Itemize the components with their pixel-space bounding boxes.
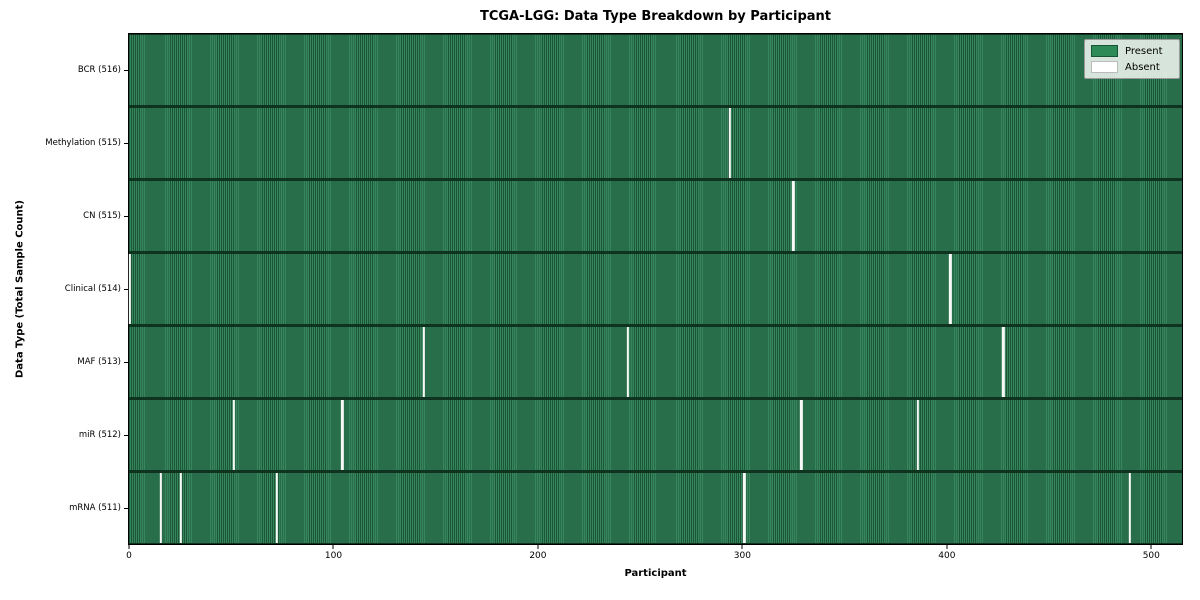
x-tick-mark xyxy=(128,545,130,549)
x-tick-label: 400 xyxy=(938,551,956,561)
chart-title: TCGA-LGG: Data Type Breakdown by Partici… xyxy=(479,9,832,24)
present-swatch-icon xyxy=(1091,45,1118,57)
y-tick-label-miR: miR (512) xyxy=(78,430,121,441)
x-tick-label: 0 xyxy=(126,551,132,561)
x-tick-label: 100 xyxy=(324,551,343,561)
x-tick-label: 300 xyxy=(733,551,751,561)
heatmap-row-Methylation xyxy=(129,106,1182,179)
absent-marker xyxy=(1002,327,1005,397)
legend-label-absent: Absent xyxy=(1125,61,1160,73)
absent-marker xyxy=(179,473,183,543)
y-tick-mark xyxy=(124,362,128,364)
absent-marker xyxy=(800,400,803,470)
heatmap-row-MAF xyxy=(129,325,1182,398)
x-tick-mark xyxy=(332,545,334,549)
absent-marker xyxy=(949,254,952,324)
heatmap-row-BCR xyxy=(129,34,1182,106)
heatmap-row-mRNA xyxy=(129,471,1182,544)
y-tick-label-CN: CN (515) xyxy=(83,210,121,221)
absent-marker xyxy=(743,473,746,543)
x-tick-mark xyxy=(537,545,539,549)
y-tick-mark xyxy=(124,69,128,71)
plot-area xyxy=(128,33,1183,545)
x-tick-label: 200 xyxy=(529,551,547,561)
y-tick-mark xyxy=(124,142,128,144)
y-tick-mark xyxy=(124,508,128,510)
absent-marker xyxy=(1128,473,1132,543)
heatmap-row-Clinical xyxy=(128,252,1182,325)
legend: Present Absent xyxy=(1084,39,1180,79)
x-tick-mark xyxy=(1150,545,1152,549)
absent-marker xyxy=(159,473,162,543)
y-tick-mark xyxy=(124,215,128,217)
x-tick-label: 500 xyxy=(1142,551,1160,561)
x-axis-label: Participant xyxy=(624,568,687,579)
absent-marker xyxy=(626,327,630,397)
legend-entry-present: Present xyxy=(1091,45,1172,57)
y-tick-label-BCR: BCR (516) xyxy=(77,64,121,75)
legend-label-present: Present xyxy=(1125,45,1163,57)
absent-marker xyxy=(728,108,732,178)
y-tick-label-MAF: MAF (513) xyxy=(77,357,121,368)
y-tick-mark xyxy=(124,289,128,290)
y-tick-label-mRNA: mRNA (511) xyxy=(69,503,121,514)
absent-swatch-icon xyxy=(1091,61,1118,73)
y-tick-label-Clinical: Clinical (514) xyxy=(64,284,121,294)
x-tick-mark xyxy=(741,545,743,549)
legend-entry-absent: Absent xyxy=(1091,61,1172,73)
x-tick-mark xyxy=(946,545,948,549)
heatmap-row-miR xyxy=(129,398,1182,471)
absent-marker xyxy=(792,181,795,251)
heatmap-row-CN xyxy=(129,179,1182,252)
absent-marker xyxy=(275,473,279,543)
y-tick-label-Methylation: Methylation (515) xyxy=(45,137,121,148)
absent-marker xyxy=(232,400,236,470)
absent-marker xyxy=(341,400,344,470)
absent-marker xyxy=(128,254,132,324)
absent-marker xyxy=(916,400,919,470)
y-tick-mark xyxy=(124,435,128,437)
absent-marker xyxy=(422,327,426,397)
